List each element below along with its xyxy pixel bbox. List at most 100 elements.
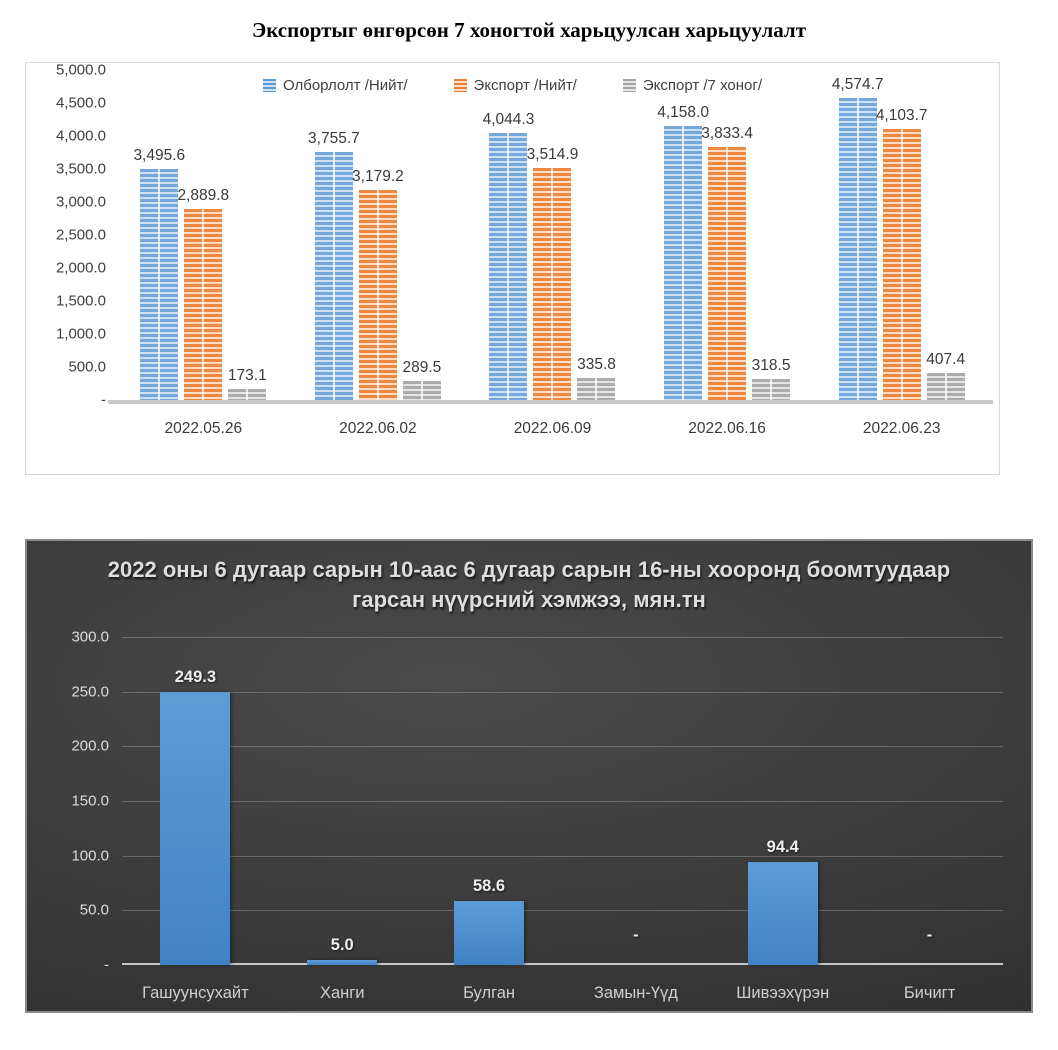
bar: 3,755.7 bbox=[308, 130, 360, 400]
bar-group: 4,574.7 4,103.7 407.4 bbox=[814, 70, 989, 400]
gridline bbox=[122, 691, 1003, 693]
y-tick-label: 200.0 bbox=[71, 737, 109, 755]
bar: 318.5 bbox=[752, 357, 790, 400]
bar: 4,158.0 bbox=[657, 104, 709, 400]
category-label: 2022.06.16 bbox=[688, 420, 766, 437]
legend-item-label: Олборлолт /Нийт/ bbox=[282, 77, 408, 94]
chart2-title-text: 2022 оны 6 дугаар сарын 10-аас 6 дугаар … bbox=[107, 557, 951, 612]
chart2-bars: 249.3 5.0 58.6 - 94.4 - bbox=[122, 637, 1003, 965]
bar: 3,514.9 bbox=[527, 146, 578, 400]
category-label: 2022.06.23 bbox=[862, 420, 941, 437]
y-tick-label: 3,500.0 bbox=[55, 160, 106, 178]
bar-slot: - bbox=[856, 637, 1003, 965]
bar: 3,179.2 bbox=[352, 168, 404, 400]
bar-slot: 58.6 bbox=[416, 637, 563, 965]
gridline bbox=[122, 801, 1003, 802]
bar: 4,103.7 bbox=[876, 107, 928, 400]
bar: 4,044.3 bbox=[483, 111, 534, 400]
bar-slot: 249.3 bbox=[122, 637, 269, 965]
chart2-plot-area bbox=[122, 637, 1003, 965]
bar: 5.0 bbox=[307, 936, 378, 965]
bar-value-label: 5.0 bbox=[330, 935, 354, 954]
chart2-y-axis: 300.0 250.0 200.0 150.0 100.0 50.0 - bbox=[27, 629, 109, 974]
y-tick-label: 5,000.0 bbox=[55, 61, 106, 79]
category-label: 2022.06.02 bbox=[339, 420, 417, 437]
gridline bbox=[122, 855, 1003, 857]
chart1-y-axis: 5,000.0 4,500.0 4,000.0 3,500.0 3,000.0 2,500… bbox=[26, 62, 106, 409]
gridline bbox=[122, 637, 1003, 638]
bar: 3,833.4 bbox=[701, 125, 753, 400]
bar-value-label: 4,103.7 bbox=[875, 107, 928, 125]
y-tick-label: 500.0 bbox=[68, 358, 106, 376]
bar-value-label: 3,179.2 bbox=[352, 168, 404, 186]
chart1-title: Экспортыг өнгөрсөн 7 хоногтой харьцуулса… bbox=[251, 18, 807, 42]
bar-value-label: 4,574.7 bbox=[831, 76, 884, 94]
bar-value-label: 58.6 bbox=[473, 876, 506, 895]
chart1-legend: Олборлолт /Нийт/Экспорт /Нийт/Экспорт /7… bbox=[26, 77, 999, 94]
bar-group: 3,495.6 2,889.8 173.1 bbox=[116, 70, 291, 400]
chart2-title: 2022 оны 6 дугаар сарын 10-аас 6 дугаар … bbox=[27, 555, 1031, 614]
legend-swatch-icon bbox=[622, 79, 636, 92]
bar-slot: 94.4 bbox=[709, 637, 856, 965]
chart1-plot-area: 3,495.6 2,889.8 173.1 3,755.7 3,179.2 289.5 4,… bbox=[116, 70, 989, 400]
legend-item: Экспорт /Нийт/ bbox=[453, 77, 577, 94]
bar-value-label: 289.5 bbox=[402, 358, 442, 376]
bar-value-label: 3,495.6 bbox=[133, 147, 186, 165]
bar-value-label: 335.8 bbox=[577, 355, 616, 373]
chart2-x-axis: Гашуунсухайт Ханги Булган Замын-Үүд Шивээхүр… bbox=[122, 984, 1003, 1003]
chart2: 2022 оны 6 дугаар сарын 10-аас 6 дугаар … bbox=[25, 539, 1033, 1013]
y-tick-label: 3,000.0 bbox=[55, 193, 106, 211]
bar-value-label: 4,044.3 bbox=[482, 111, 535, 129]
bar-value-label: 173.1 bbox=[227, 366, 267, 384]
bar-value-label: 318.5 bbox=[751, 356, 791, 374]
y-tick-label: 50.0 bbox=[79, 901, 109, 919]
chart1-x-axis: 2022.05.26 2022.06.02 2022.06.09 2022.06.16… bbox=[116, 420, 989, 438]
category-label: 2022.05.26 bbox=[164, 420, 243, 437]
y-tick-label: 1,000.0 bbox=[55, 325, 106, 343]
category-label: Булган bbox=[463, 984, 516, 1002]
bar-group: 3,755.7 3,179.2 289.5 bbox=[291, 70, 466, 400]
y-tick-label: - bbox=[104, 956, 109, 974]
bar-value-label: 249.3 bbox=[174, 668, 217, 687]
category-label: Замын-Үүд bbox=[593, 984, 678, 1002]
chart1: Олборлолт /Нийт/Экспорт /Нийт/Экспорт /7… bbox=[25, 62, 1000, 475]
legend-item-label: Экспорт /Нийт/ bbox=[473, 77, 577, 94]
bar: 94.4 bbox=[747, 838, 818, 965]
legend-item: Экспорт /7 хоног/ bbox=[622, 77, 763, 94]
bar: 249.3 bbox=[160, 668, 231, 965]
bar: 4,574.7 bbox=[832, 76, 884, 400]
y-tick-label: 1,500.0 bbox=[55, 292, 106, 310]
bar-value-label: 94.4 bbox=[766, 837, 799, 856]
bar: 2,889.8 bbox=[177, 187, 229, 400]
bar-value-label: - bbox=[926, 926, 933, 944]
bar-slot: 5.0 bbox=[269, 637, 416, 965]
bar-value-label: 407.4 bbox=[926, 351, 966, 369]
bar-value-label: 3,833.4 bbox=[701, 125, 753, 142]
y-tick-label: - bbox=[101, 391, 106, 409]
y-tick-label: 250.0 bbox=[71, 683, 109, 701]
chart2-x-axis-line bbox=[122, 963, 1003, 965]
legend-item-label: Экспорт /7 хоног/ bbox=[642, 77, 763, 94]
chart1-x-axis-line bbox=[108, 400, 993, 404]
y-tick-label: 300.0 bbox=[71, 628, 109, 646]
gridline bbox=[122, 910, 1003, 912]
bar: 3,495.6 bbox=[133, 147, 185, 400]
y-tick-label: 4,000.0 bbox=[55, 127, 106, 145]
bar-slot: - bbox=[562, 637, 709, 965]
gridline bbox=[122, 746, 1003, 748]
bar-value-label: - bbox=[633, 926, 639, 944]
bar: 173.1 bbox=[228, 367, 267, 400]
legend-swatch-icon bbox=[453, 79, 467, 92]
category-label: Шивээхүрэн bbox=[736, 984, 830, 1002]
bar: 58.6 bbox=[454, 877, 525, 965]
bar-value-label: 3,755.7 bbox=[308, 130, 360, 148]
bar-value-label: 3,514.9 bbox=[526, 146, 579, 164]
category-label: Ханги bbox=[319, 984, 365, 1002]
bar-value-label: 2,889.8 bbox=[177, 187, 230, 205]
category-label: Гашуунсухайт bbox=[142, 984, 249, 1002]
category-label: Бичигт bbox=[903, 984, 956, 1002]
y-tick-label: 2,500.0 bbox=[55, 226, 106, 244]
legend-item: Олборлолт /Нийт/ bbox=[262, 77, 408, 94]
y-tick-label: 100.0 bbox=[71, 847, 109, 865]
